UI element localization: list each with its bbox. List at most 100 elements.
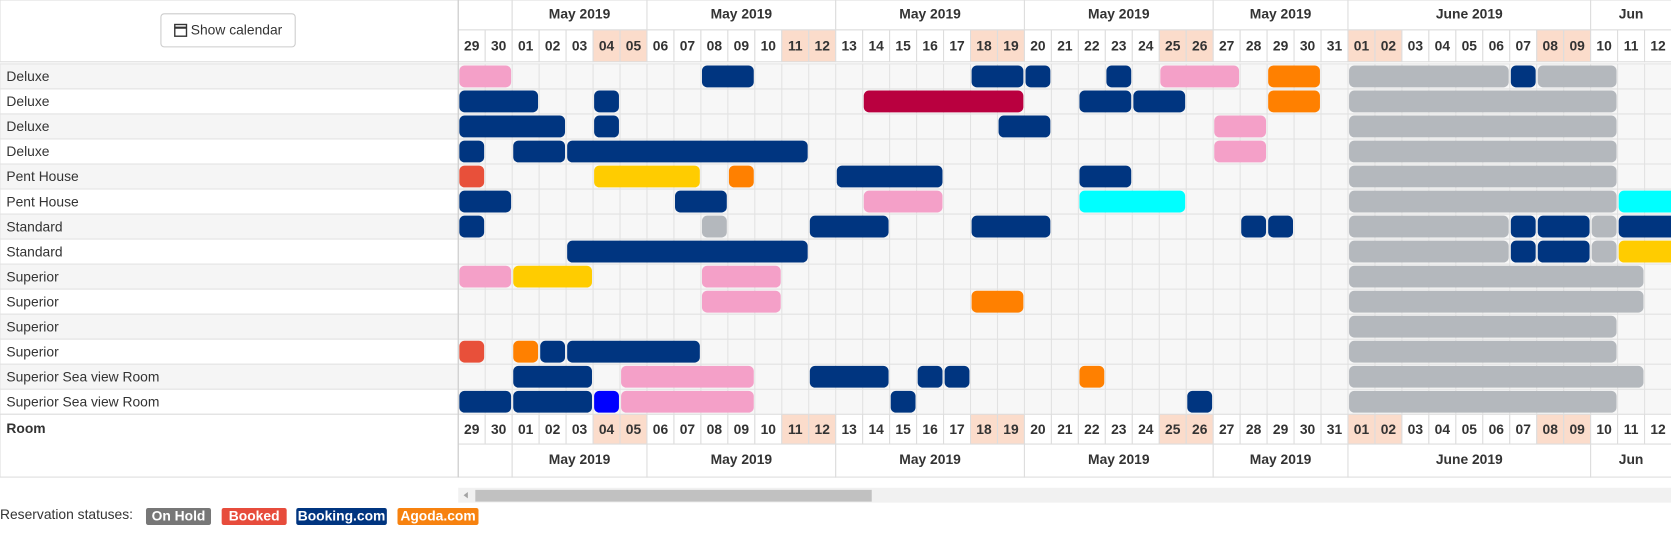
reservation[interactable] [621,390,754,413]
reservation[interactable] [863,190,943,213]
reservation[interactable] [1537,215,1590,238]
day-cell [1077,29,1106,63]
reservation[interactable] [513,140,566,163]
reservation[interactable] [836,165,943,188]
reservation[interactable] [1187,390,1213,413]
reservation[interactable] [1510,215,1536,238]
reservation[interactable] [567,340,700,363]
reservation[interactable] [1591,240,1617,263]
reservation[interactable] [701,265,781,288]
reservation[interactable] [1079,190,1186,213]
reservation[interactable] [1349,315,1617,338]
reservation[interactable] [459,265,512,288]
day-label: 10 [761,38,777,54]
month-cell [1347,0,1592,31]
reservation[interactable] [971,65,1024,88]
reservation[interactable] [459,140,485,163]
reservation[interactable] [1349,65,1509,88]
reservation[interactable] [1106,65,1132,88]
reservation[interactable] [1349,190,1617,213]
reservation[interactable] [621,365,754,388]
reservation[interactable] [1268,90,1320,113]
reservation[interactable] [728,165,754,188]
reservation[interactable] [1510,240,1536,263]
reservation[interactable] [944,365,970,388]
reservation[interactable] [1268,65,1320,88]
reservation[interactable] [701,65,754,88]
reservation[interactable] [567,240,808,263]
room-name: Superior [6,293,59,309]
reservation[interactable] [1349,365,1644,388]
reservation[interactable] [594,90,619,113]
reservation[interactable] [459,165,485,188]
reservation[interactable] [459,190,512,213]
month-label: Jun [1619,451,1644,467]
reservation[interactable] [459,115,566,138]
reservation[interactable] [1025,65,1051,88]
reservation[interactable] [1349,140,1617,163]
reservation[interactable] [1241,215,1267,238]
reservation[interactable] [513,390,592,413]
reservation[interactable] [513,340,539,363]
reservation[interactable] [540,340,566,363]
reservation[interactable] [1349,240,1509,263]
reservation[interactable] [1618,240,1671,263]
reservation[interactable] [1537,65,1617,88]
reservation[interactable] [1214,115,1267,138]
reservation[interactable] [701,215,727,238]
day-cell [1590,29,1619,63]
reservation[interactable] [863,90,1024,113]
reservation[interactable] [567,140,808,163]
reservation[interactable] [1618,215,1671,238]
reservation[interactable] [594,390,619,413]
month-cell [457,0,513,31]
reservation[interactable] [594,115,619,138]
reservation[interactable] [890,390,916,413]
reservation[interactable] [459,390,512,413]
reservation[interactable] [675,190,727,213]
reservation[interactable] [809,365,889,388]
reservation[interactable] [1349,340,1617,363]
reservation[interactable] [1349,265,1644,288]
day-label: 02 [1381,421,1397,437]
reservation[interactable] [1214,140,1267,163]
day-label: 29 [464,421,480,437]
button-label[interactable]: Show calendar [191,22,283,38]
reservation[interactable] [1349,390,1617,413]
reservation[interactable] [1133,90,1186,113]
reservation[interactable] [1349,165,1617,188]
reservation[interactable] [459,215,485,238]
reservation[interactable] [1079,165,1132,188]
reservation[interactable] [594,165,700,188]
reservation[interactable] [459,340,485,363]
reservation[interactable] [971,215,1051,238]
button[interactable] [160,13,296,48]
reservation[interactable] [1510,65,1536,88]
reservation[interactable] [1349,90,1617,113]
reservation[interactable] [1349,115,1617,138]
reservation[interactable] [1537,240,1590,263]
reservation[interactable] [513,365,592,388]
reservation[interactable] [1268,215,1294,238]
reservation[interactable] [971,290,1024,313]
reservation[interactable] [701,290,781,313]
reservation[interactable] [1079,365,1105,388]
reservation[interactable] [459,65,512,88]
reservation[interactable] [1349,290,1644,313]
scroll-arrow[interactable] [463,492,468,499]
reservation[interactable] [513,265,592,288]
day-cell [916,413,945,445]
reservation[interactable] [459,90,539,113]
reservation[interactable] [917,365,943,388]
status-label: Booking.com [298,508,386,524]
reservation[interactable] [809,215,889,238]
reservation[interactable] [1160,65,1240,88]
reservation[interactable] [998,115,1051,138]
reservation[interactable] [1591,215,1617,238]
reservation[interactable] [1349,215,1509,238]
scroll-thumb[interactable] [475,489,872,502]
reservation[interactable] [1618,190,1671,213]
reservation[interactable] [1079,90,1132,113]
month-label: May 2019 [899,451,961,467]
